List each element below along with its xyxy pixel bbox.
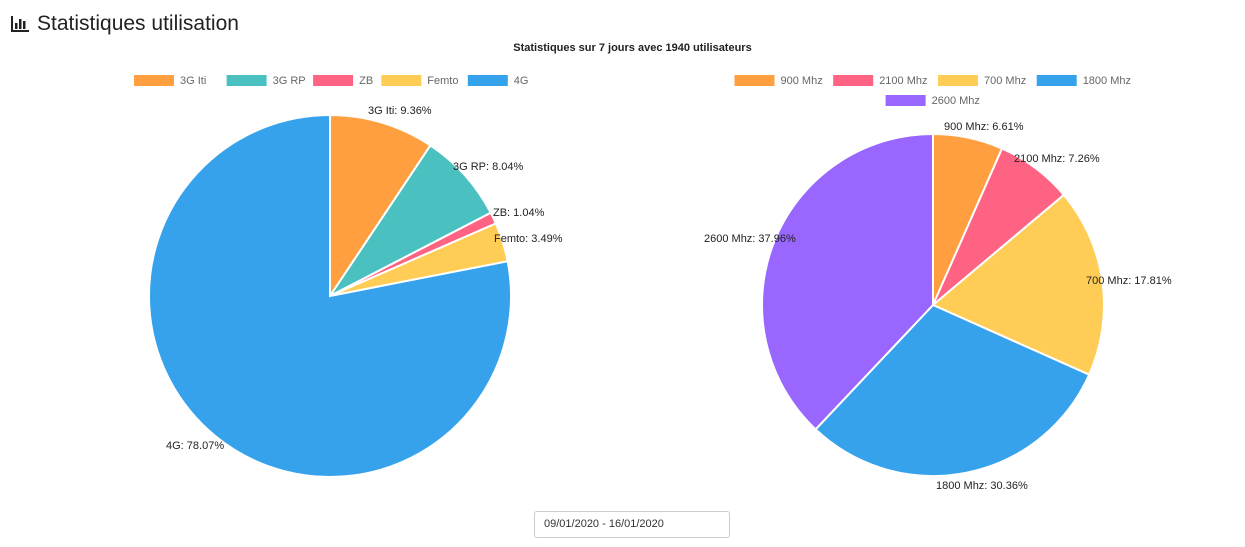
slice-label: 900 Mhz: 6.61% <box>944 121 1024 133</box>
pie-slice-700-mhz[interactable] <box>931 193 1105 377</box>
legend-swatch[interactable] <box>734 75 775 86</box>
legend-swatch[interactable] <box>1036 75 1077 86</box>
slice-label: 3G RP: 8.04% <box>453 161 524 173</box>
slice-label: 2100 Mhz: 7.26% <box>1014 153 1100 165</box>
legend-label[interactable]: ZB <box>359 75 373 87</box>
legend-swatch[interactable] <box>313 75 354 86</box>
legend-swatch[interactable] <box>885 95 926 106</box>
page-header: Statistiques utilisation <box>10 10 239 38</box>
slice-label: 700 Mhz: 17.81% <box>1086 275 1172 287</box>
slice-label: 4G: 78.07% <box>166 440 224 452</box>
pie-slice-1800-mhz[interactable] <box>814 303 1091 477</box>
legend-swatch[interactable] <box>226 75 267 86</box>
pie-slice-4g[interactable] <box>148 113 512 478</box>
pie-chart-technology: 3G Iti: 9.36% 3G RP: 8.04% ZB: 1.04% Femto:… <box>134 75 563 478</box>
pie-slice-2600-mhz[interactable] <box>761 132 934 431</box>
date-range-input[interactable]: 09/01/2020 - 16/01/2020 <box>534 511 730 538</box>
legend-swatch[interactable] <box>833 75 874 86</box>
chart-title: Statistiques sur 7 jours avec 1940 utili… <box>513 42 752 54</box>
slice-label: ZB: 1.04% <box>493 207 545 219</box>
legend-label[interactable]: 2100 Mhz <box>879 75 927 87</box>
pie-slice-3g-iti[interactable] <box>329 113 432 300</box>
page-title: Statistiques utilisation <box>37 12 239 35</box>
legend-label[interactable]: 3G Iti <box>180 75 206 87</box>
legend-swatch[interactable] <box>938 75 978 86</box>
legend-label[interactable]: 700 Mhz <box>984 75 1026 87</box>
slice-label: 3G Iti: 9.36% <box>368 105 432 117</box>
legend-swatch[interactable] <box>381 75 422 86</box>
legend-label[interactable]: Femto <box>427 75 458 87</box>
legend-label[interactable]: 4G <box>514 75 529 87</box>
bar-chart-icon <box>11 16 29 32</box>
legend-label[interactable]: 900 Mhz <box>781 75 823 87</box>
pie-slice-3g-rp[interactable] <box>329 144 493 297</box>
legend-swatch[interactable] <box>467 75 508 86</box>
legend-label[interactable]: 2600 Mhz <box>932 95 980 107</box>
legend-label[interactable]: 3G RP <box>273 75 306 87</box>
slice-label: Femto: 3.49% <box>494 233 563 245</box>
slice-label: 2600 Mhz: 37.96% <box>704 233 796 245</box>
legend-swatch[interactable] <box>134 75 174 86</box>
pie-chart-frequency: 900 Mhz: 6.61% 2100 Mhz: 7.26% 700 Mhz: 17… <box>704 75 1172 492</box>
legend-label[interactable]: 1800 Mhz <box>1083 75 1131 87</box>
slice-label: 1800 Mhz: 30.36% <box>936 480 1028 492</box>
